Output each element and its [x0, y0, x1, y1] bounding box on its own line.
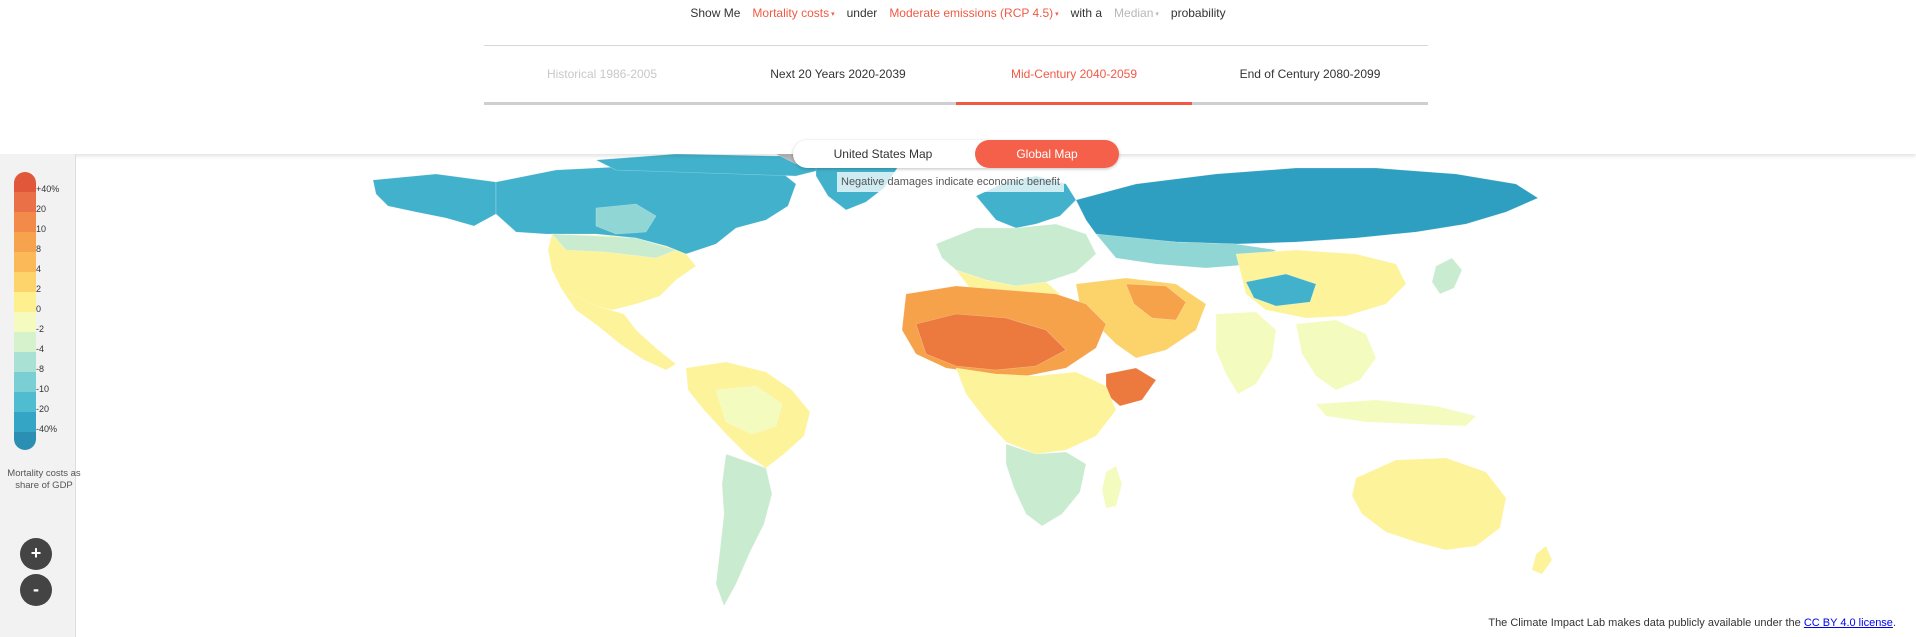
legend-label: +40%	[36, 184, 60, 194]
legend-label: 10	[36, 224, 47, 234]
chevron-down-icon: ▾	[831, 11, 835, 18]
sentence-suffix: probability	[1170, 6, 1226, 20]
zoom-out-button[interactable]: -	[20, 574, 52, 606]
legend-label: -10	[36, 384, 50, 394]
map-type-toggle: United States Map Global Map	[793, 140, 1119, 168]
region-hudson-area[interactable]	[595, 203, 657, 235]
probability-dropdown[interactable]: Median ▾	[1114, 6, 1159, 20]
region-europe[interactable]	[935, 223, 1097, 287]
region-horn-of-africa[interactable]	[1105, 367, 1157, 407]
period-tabs: Historical 1986-2005 Next 20 Years 2020-…	[484, 45, 1428, 106]
license-notice: The Climate Impact Lab makes data public…	[1488, 617, 1896, 629]
legend-swatch	[14, 312, 36, 332]
scenario-dropdown[interactable]: Moderate emissions (RCP 4.5) ▾	[889, 6, 1058, 20]
region-australia[interactable]	[1351, 457, 1507, 551]
legend-swatch	[14, 172, 36, 192]
legend-swatch	[14, 392, 36, 412]
metric-dropdown[interactable]: Mortality costs ▾	[752, 6, 834, 20]
legend-label: -4	[36, 344, 45, 354]
sentence-with-a: with a	[1070, 6, 1103, 20]
chevron-down-icon: ▾	[1055, 11, 1059, 18]
legend-swatch	[14, 192, 36, 212]
legend-swatch	[14, 212, 36, 232]
legend-sidebar: +40% 20 10 8 4 2 0 -2 -4 -8 -10 -20 -40% Mortality c…	[0, 154, 81, 637]
metric-value: Mortality costs	[752, 6, 830, 20]
query-sentence: Show Me Mortality costs ▾ under Moderate emi…	[0, 6, 1916, 20]
legend-label: 2	[36, 284, 42, 294]
region-tibet[interactable]	[1245, 273, 1317, 307]
region-south-america-south[interactable]	[715, 453, 773, 607]
region-madagascar[interactable]	[1101, 465, 1123, 509]
region-southeast-asia[interactable]	[1295, 319, 1377, 391]
legend-swatch	[14, 372, 36, 392]
legend-label: 4	[36, 264, 42, 274]
legend-swatch	[14, 432, 36, 450]
region-central-africa[interactable]	[955, 367, 1117, 455]
us-map-button[interactable]: United States Map	[833, 147, 933, 161]
region-sahel[interactable]	[915, 313, 1067, 371]
tab-historical[interactable]: Historical 1986-2005	[484, 46, 720, 105]
sentence-prefix: Show Me	[690, 6, 741, 20]
probability-value: Median	[1114, 6, 1154, 20]
region-indonesia[interactable]	[1315, 399, 1477, 427]
tab-next-20-years[interactable]: Next 20 Years 2020-2039	[720, 46, 956, 105]
legend-label: 20	[36, 204, 47, 214]
legend-swatch	[14, 272, 36, 292]
legend-label: -2	[36, 324, 45, 334]
global-map-button[interactable]: Global Map	[975, 140, 1119, 168]
legend-swatch	[14, 352, 36, 372]
region-alaska[interactable]	[372, 173, 497, 227]
tab-end-of-century[interactable]: End of Century 2080-2099	[1192, 46, 1428, 105]
region-mexico[interactable]	[561, 289, 677, 371]
region-usa-north[interactable]	[551, 233, 677, 259]
world-map-svg[interactable]	[76, 154, 1916, 637]
legend-label: -20	[36, 404, 50, 414]
controls-panel: Show Me Mortality costs ▾ under Moderate emi…	[0, 0, 1916, 154]
region-japan[interactable]	[1431, 257, 1463, 295]
region-new-zealand[interactable]	[1531, 545, 1553, 575]
region-amazon[interactable]	[715, 385, 783, 435]
legend-swatch	[14, 232, 36, 252]
legend-label: -8	[36, 364, 45, 374]
legend-title: Mortality costs as share of GDP	[7, 468, 81, 491]
world-map[interactable]	[76, 154, 1916, 637]
region-southern-africa[interactable]	[1005, 443, 1087, 527]
region-india[interactable]	[1215, 311, 1277, 395]
tab-mid-century[interactable]: Mid-Century 2040-2059	[956, 46, 1192, 105]
sentence-under: under	[846, 6, 878, 20]
legend-swatch	[14, 412, 36, 432]
legend-color-bar	[14, 172, 36, 450]
region-iran-hot[interactable]	[1125, 283, 1187, 321]
legend-label: 0	[36, 304, 42, 314]
region-russia[interactable]	[1075, 167, 1539, 245]
chevron-down-icon: ▾	[1155, 11, 1159, 18]
legend-swatch	[14, 292, 36, 312]
zoom-in-button[interactable]: +	[20, 538, 52, 570]
scenario-value: Moderate emissions (RCP 4.5)	[889, 6, 1054, 20]
legend-label: 8	[36, 244, 42, 254]
legend-label: -40%	[36, 424, 58, 434]
benefit-note: Negative damages indicate economic benef…	[837, 172, 1064, 192]
legend-swatch	[14, 332, 36, 352]
license-link[interactable]: CC BY 4.0 license	[1803, 617, 1893, 629]
region-canada[interactable]	[495, 163, 797, 255]
legend-swatch	[14, 252, 36, 272]
license-period: .	[1892, 617, 1896, 629]
license-text: The Climate Impact Lab makes data public…	[1488, 617, 1801, 629]
